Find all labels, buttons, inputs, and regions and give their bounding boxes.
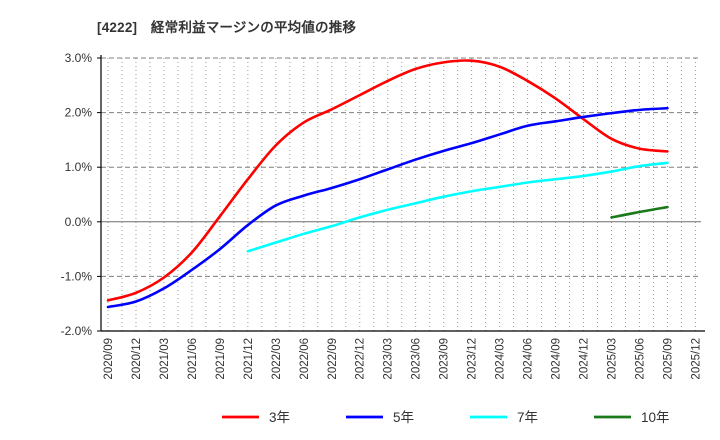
- x-axis-tick-label: 2024/12: [579, 338, 591, 380]
- x-axis-tick-label: 2022/03: [271, 338, 283, 380]
- series-line-10年: [610, 205, 669, 219]
- x-axis-tick-label: 2021/09: [215, 338, 227, 380]
- y-axis-tick-marks: [97, 57, 101, 332]
- series-line-3年: [106, 59, 669, 302]
- x-axis-tick-label: 2024/06: [523, 338, 535, 380]
- chart-title: [4222] 経常利益マージンの平均値の推移: [97, 20, 357, 35]
- y-axis-tick-labels: 3.0% 2.0% 1.0% 0.0% -1.0% -2.0%: [61, 51, 93, 338]
- legend-label-3年[interactable]: 3年: [269, 410, 290, 425]
- x-axis-tick-label: 2020/09: [103, 338, 115, 380]
- x-axis-tick-label: 2025/06: [634, 338, 646, 380]
- chart-legend: 3年 5年 7年 10年: [222, 410, 670, 425]
- series-line-7年: [246, 161, 669, 253]
- y-axis-tick-label: 1.0%: [65, 160, 93, 174]
- x-axis-tick-label: 2022/06: [299, 338, 311, 380]
- y-axis-tick-label: 3.0%: [65, 51, 93, 65]
- x-axis-tick-label: 2021/12: [243, 338, 255, 380]
- x-axis-tick-label: 2025/09: [662, 338, 674, 380]
- y-axis-tick-label: 2.0%: [65, 106, 93, 120]
- x-axis-tick-label: 2023/12: [467, 338, 479, 380]
- series-line-5年: [106, 106, 669, 309]
- x-axis-tick-label: 2023/06: [411, 338, 423, 380]
- x-axis-tick-label: 2021/03: [159, 338, 171, 380]
- x-axis-tick-label: 2023/03: [383, 338, 395, 380]
- legend-label-10年[interactable]: 10年: [641, 410, 670, 425]
- legend-label-5年[interactable]: 5年: [393, 410, 414, 425]
- x-axis-tick-label: 2023/09: [439, 338, 451, 380]
- x-axis-tick-labels: 2020/09 2020/12 2021/03 2021/06 2021/09 2021/…: [103, 338, 702, 380]
- y-axis-tick-label: 0.0%: [65, 215, 93, 229]
- x-axis-tick-label: 2022/12: [355, 338, 367, 380]
- data-series-group: [106, 59, 669, 309]
- legend-label-7年[interactable]: 7年: [517, 410, 538, 425]
- x-axis-tick-label: 2025/12: [690, 338, 702, 380]
- y-axis-tick-label: -1.0%: [61, 269, 93, 283]
- major-gridlines: [101, 57, 701, 277]
- x-axis-tick-label: 2025/03: [606, 338, 618, 380]
- plot-frame: [100, 55, 705, 332]
- x-axis-tick-label: 2020/12: [131, 338, 143, 380]
- x-axis-tick-label: 2024/09: [551, 338, 563, 380]
- x-axis-tick-label: 2022/09: [327, 338, 339, 380]
- minor-gridlines: [107, 58, 696, 331]
- x-axis-tick-label: 2021/06: [187, 338, 199, 380]
- x-axis-tick-label: 2024/03: [495, 338, 507, 380]
- y-axis-tick-label: -2.0%: [61, 324, 93, 338]
